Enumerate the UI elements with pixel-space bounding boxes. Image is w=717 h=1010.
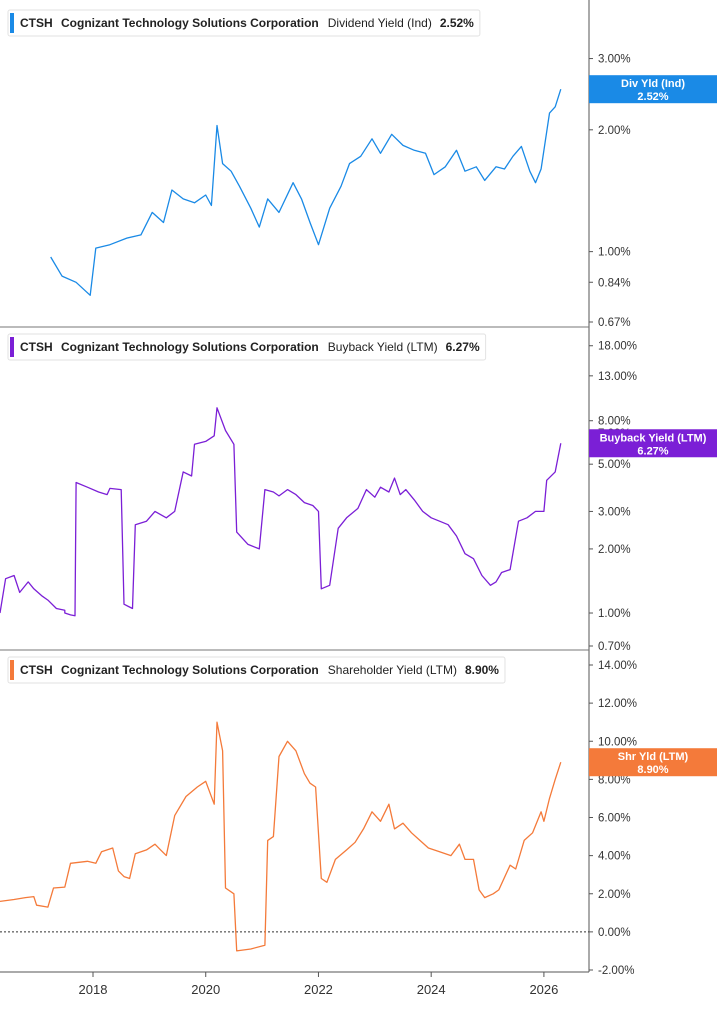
y-tick-label: 1.00% [598,247,631,259]
value-flag-value: 2.52% [637,91,668,103]
legend-box [7,656,506,684]
x-tick-label: 2022 [304,982,333,997]
y-tick-label: 4.00% [598,851,631,863]
y-tick-label: 13.00% [598,371,637,383]
y-tick-label: 12.00% [598,698,637,710]
value-flag-label: Buyback Yield (LTM) [600,432,707,444]
legend-color-swatch [10,660,14,680]
y-tick-label: 6.00% [598,813,631,825]
y-tick-label: 8.00% [598,416,631,428]
y-tick-label: 2.00% [598,889,631,901]
series-line [0,721,562,952]
x-tick-label: 2026 [529,982,558,997]
legend-metric: Shareholder Yield (LTM) [328,663,457,677]
y-tick-label: 18.00% [598,341,637,353]
legend-company: Cognizant Technology Solutions Corporati… [61,340,319,354]
legend-current-value: 2.52% [440,16,474,30]
legend-current-value: 8.90% [465,663,499,677]
y-tick-label: 0.67% [598,317,631,329]
series-line [0,407,562,617]
y-tick-label: 3.00% [598,54,631,66]
y-tick-label: -2.00% [598,965,634,977]
legend-ticker: CTSH [20,663,53,677]
value-flag-value: 8.90% [637,764,668,776]
legend-box [7,9,481,37]
value-flag [589,748,717,777]
y-tick-label: 0.84% [598,277,631,289]
legend-ticker: CTSH [20,16,53,30]
y-tick-label: 3.00% [598,506,631,518]
y-tick-label: 1.00% [598,608,631,620]
value-flag-label: Div Yld (Ind) [621,78,685,90]
legend-color-swatch [10,337,14,357]
value-flag [589,75,717,104]
legend-color-swatch [10,13,14,33]
y-tick-label: 10.00% [598,736,637,748]
value-flag-label: Shr Yld (LTM) [618,751,689,763]
y-tick-label: 0.70% [598,641,631,653]
series-line [50,89,562,296]
legend-metric: Buyback Yield (LTM) [328,340,438,354]
y-tick-label: 14.00% [598,660,637,672]
x-tick-label: 2018 [79,982,108,997]
y-tick-label: 2.00% [598,544,631,556]
x-tick-label: 2024 [417,982,446,997]
y-tick-label: 0.00% [598,927,631,939]
legend-current-value: 6.27% [446,340,480,354]
legend-ticker: CTSH [20,340,53,354]
y-tick-label: 8.00% [598,774,631,786]
value-flag-value: 6.27% [637,445,668,457]
legend-company: Cognizant Technology Solutions Corporati… [61,16,319,30]
legend-box [7,333,487,361]
legend-metric: Dividend Yield (Ind) [328,16,432,30]
y-tick-label: 2.00% [598,125,631,137]
y-tick-label: 5.00% [598,459,631,471]
legend-company: Cognizant Technology Solutions Corporati… [61,663,319,677]
x-tick-label: 2020 [191,982,220,997]
value-flag [589,429,717,458]
